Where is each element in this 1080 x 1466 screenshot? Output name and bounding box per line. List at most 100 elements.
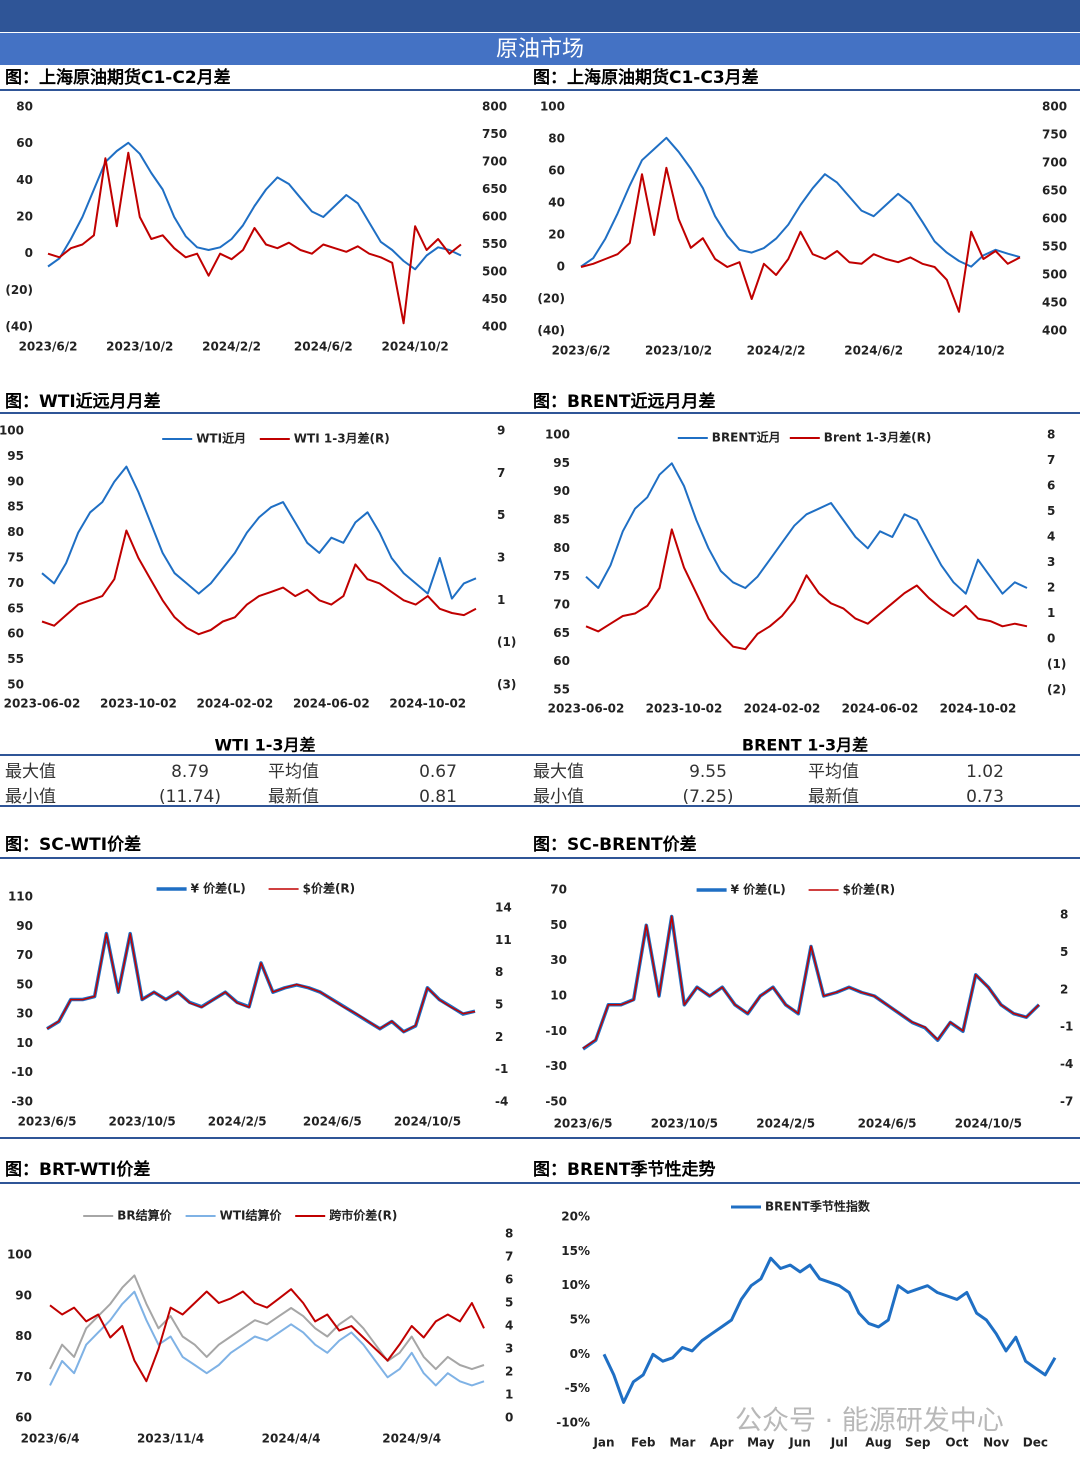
x-tick-label: Oct [945, 1436, 968, 1450]
chart-title: 图：SC-BRENT价差 [533, 834, 697, 855]
series-line [46, 931, 476, 1034]
y2-tick-label: 8 [1047, 428, 1055, 442]
y-tick-label: 65 [7, 601, 24, 615]
y2-tick-label: 550 [482, 237, 507, 251]
legend-label: $价差(R) [303, 881, 356, 896]
y-tick-label: -30 [545, 1059, 567, 1073]
y2-tick-label: 5 [1060, 945, 1068, 959]
y2-tick-label: 500 [482, 265, 507, 279]
y-tick-label: 5% [570, 1313, 590, 1327]
y2-tick-label: 6 [1047, 479, 1055, 493]
y2-tick-label: 4 [1047, 530, 1055, 544]
y2-tick-label: -4 [495, 1095, 508, 1109]
legend-label: $价差(R) [843, 882, 896, 897]
y-tick-label: -10 [545, 1024, 567, 1038]
x-tick-label: 2024/6/2 [294, 340, 353, 354]
x-tick-label: 2024-02-02 [197, 697, 274, 711]
y-tick-label: 0% [570, 1347, 590, 1361]
y2-tick-label: 5 [497, 508, 505, 522]
stats-value: 9.55 [689, 762, 727, 782]
x-tick-label: Jul [830, 1436, 848, 1450]
x-tick-label: Nov [983, 1436, 1009, 1450]
y-tick-label: -30 [11, 1095, 33, 1109]
y2-tick-label: 9 [497, 424, 505, 438]
chart-title: 图：上海原油期货C1-C2月差 [5, 67, 231, 88]
y2-tick-label: 2 [1060, 982, 1068, 996]
y2-tick-label: 1 [1047, 606, 1055, 620]
y-tick-label: 100 [540, 100, 565, 114]
x-tick-label: 2023/10/5 [109, 1115, 176, 1129]
y2-tick-label: 700 [1042, 156, 1067, 170]
y-tick-label: 50 [7, 678, 24, 692]
y2-tick-label: 2 [495, 1030, 503, 1044]
y2-tick-label: 550 [1042, 240, 1067, 254]
chart-title: 图：WTI近远月月差 [5, 391, 161, 412]
chart-title: 图：BRENT季节性走势 [533, 1159, 715, 1180]
x-tick-label: 2023/11/4 [137, 1432, 204, 1446]
stats-label: 最小值 [5, 787, 56, 807]
y-tick-label: 60 [553, 654, 570, 668]
y-tick-label: 70 [15, 1370, 32, 1384]
y-tick-label: 60 [7, 627, 24, 641]
y-tick-label: 50 [16, 977, 33, 991]
legend-label: ¥ 价差(L) [731, 882, 786, 897]
y-tick-label: (20) [537, 292, 565, 306]
y2-tick-label: (2) [1047, 683, 1066, 697]
y2-tick-label: -7 [1060, 1095, 1073, 1109]
y2-tick-label: 400 [482, 320, 507, 334]
x-tick-label: 2024/6/5 [303, 1115, 362, 1129]
y-tick-label: 60 [15, 1411, 32, 1425]
y-tick-label: 15% [561, 1244, 590, 1258]
y2-tick-label: 650 [482, 182, 507, 196]
y-tick-label: 100 [0, 424, 24, 438]
x-tick-label: Sep [905, 1436, 931, 1450]
y2-tick-label: 4 [505, 1319, 513, 1333]
legend-label: BRENT近月 [712, 430, 781, 445]
x-tick-label: 2024/10/2 [938, 344, 1005, 358]
x-tick-label: Jun [788, 1436, 811, 1450]
stats-value: 1.02 [966, 762, 1004, 782]
y-tick-label: 20% [561, 1210, 590, 1224]
x-tick-label: 2024/9/4 [382, 1432, 441, 1446]
top-bar [0, 0, 1080, 32]
x-tick-label: Apr [710, 1436, 734, 1450]
x-tick-label: Aug [865, 1436, 891, 1450]
y2-tick-label: 600 [482, 210, 507, 224]
y-tick-label: 0 [25, 246, 33, 260]
banner [0, 33, 1080, 65]
y2-tick-label: 2 [1047, 581, 1055, 595]
banner-title: 原油市场 [496, 37, 584, 62]
series-line [41, 465, 477, 600]
y2-tick-label: 800 [1042, 100, 1067, 114]
y-tick-label: (20) [5, 283, 33, 297]
stats-title: WTI 1-3月差 [215, 736, 316, 755]
y2-tick-label: (3) [497, 678, 516, 692]
y-tick-label: 30 [16, 1007, 33, 1021]
y2-tick-label: 3 [505, 1342, 513, 1356]
y2-tick-label: 5 [1047, 504, 1055, 518]
x-tick-label: Dec [1023, 1436, 1048, 1450]
y-tick-label: 60 [548, 164, 565, 178]
series-line [46, 933, 476, 1033]
chart-title: 图：SC-WTI价差 [5, 834, 141, 855]
stats-value: 0.67 [419, 762, 457, 782]
y2-tick-label: 400 [1042, 324, 1067, 338]
y2-tick-label: 0 [505, 1411, 513, 1425]
y2-tick-label: 5 [505, 1296, 513, 1310]
series-line [49, 1274, 485, 1371]
y2-tick-label: -1 [495, 1062, 508, 1076]
y-tick-label: -50 [545, 1095, 567, 1109]
y-tick-label: 95 [7, 449, 24, 463]
x-tick-label: 2024/6/2 [844, 344, 903, 358]
y-tick-label: 10 [550, 989, 567, 1003]
stats-title: BRENT 1-3月差 [742, 736, 868, 755]
stats-label: 最小值 [533, 787, 584, 807]
y2-tick-label: 800 [482, 100, 507, 114]
x-tick-label: 2023/10/2 [645, 344, 712, 358]
y2-tick-label: 8 [1060, 908, 1068, 922]
y-tick-label: 110 [8, 890, 33, 904]
y-tick-label: 85 [7, 500, 24, 514]
y2-tick-label: 6 [505, 1273, 513, 1287]
y-tick-label: 10% [561, 1278, 590, 1292]
